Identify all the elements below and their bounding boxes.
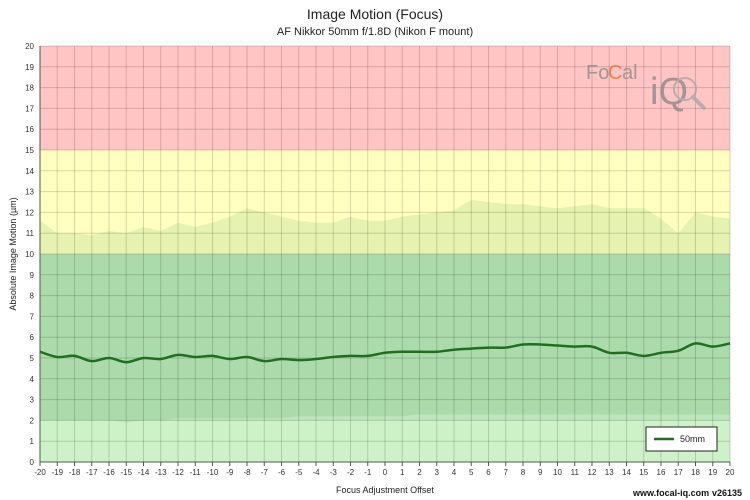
magnifier-icon — [673, 77, 697, 101]
x-tick-label: 16 — [657, 468, 666, 477]
x-tick-label: -20 — [34, 468, 46, 477]
x-tick-label: 8 — [521, 468, 526, 477]
x-tick-label: -5 — [295, 468, 303, 477]
x-tick-label: -8 — [243, 468, 251, 477]
y-tick-label: 19 — [25, 63, 34, 72]
series-line-50mm — [39, 342, 731, 364]
focal-iq-logo: Fo C al iQ — [586, 62, 706, 113]
x-tick-label: -12 — [172, 468, 184, 477]
y-tick-label: 15 — [25, 146, 34, 155]
x-tick-label: -4 — [312, 468, 320, 477]
x-tick-label: -19 — [51, 468, 63, 477]
y-tick-label: 10 — [25, 250, 34, 259]
quality-bands — [40, 46, 730, 462]
motion-range-area — [40, 199, 730, 423]
x-tick-label: -16 — [103, 468, 115, 477]
x-tick-label: 20 — [726, 468, 735, 477]
x-axis-ticks: -20 -19 -18 -17 -16 -15 -14 -13 -12 -11 -10 -9 -8 -7-… — [34, 462, 735, 477]
y-tick-label: 13 — [25, 188, 34, 197]
x-tick-label: -14 — [138, 468, 150, 477]
logo-text-al: al — [622, 62, 638, 84]
y-tick-label: 20 — [25, 42, 34, 51]
x-axis-label: Focus Adjustment Offset — [336, 485, 434, 495]
y-tick-label: 18 — [25, 84, 34, 93]
y-axis-label: Absolute Image Motion (µm) — [8, 197, 18, 310]
x-tick-label: 15 — [639, 468, 648, 477]
logo-text-fo: Fo — [586, 62, 609, 84]
y-tick-label: 3 — [30, 396, 35, 405]
x-tick-label: -6 — [278, 468, 286, 477]
y-tick-label: 2 — [30, 416, 35, 425]
legend-label-50mm: 50mm — [680, 434, 705, 444]
x-tick-label: 7 — [504, 468, 509, 477]
x-tick-label: 14 — [622, 468, 631, 477]
x-tick-label: 1 — [400, 468, 405, 477]
band-0 — [40, 420, 730, 462]
x-tick-label: 19 — [708, 468, 717, 477]
x-tick-label: 3 — [435, 468, 440, 477]
x-tick-label: -10 — [207, 468, 219, 477]
series-lines — [39, 342, 731, 364]
x-tick-label: 5 — [469, 468, 474, 477]
x-tick-label: 6 — [486, 468, 491, 477]
logo-text-c: C — [608, 62, 622, 84]
logo-text-iq: iQ — [650, 71, 688, 113]
x-tick-label: 4 — [452, 468, 457, 477]
y-tick-label: 14 — [25, 167, 34, 176]
y-tick-label: 12 — [25, 208, 34, 217]
chart-subtitle: AF Nikkor 50mm f/1.8D (Nikon F mount) — [277, 26, 473, 38]
band-1 — [40, 254, 730, 421]
footer-version: v26135 — [712, 488, 742, 498]
x-tick-label: 9 — [538, 468, 543, 477]
range-envelope — [40, 199, 730, 423]
y-tick-label: 0 — [30, 458, 35, 467]
x-tick-label: -7 — [261, 468, 269, 477]
x-tick-label: 18 — [691, 468, 700, 477]
y-tick-label: 7 — [30, 312, 35, 321]
grid-lines — [39, 45, 731, 463]
x-tick-label: 13 — [605, 468, 614, 477]
x-tick-label: -11 — [190, 468, 202, 477]
x-tick-label: 11 — [571, 468, 580, 477]
x-tick-label: 10 — [553, 468, 562, 477]
footer-site: www.focal-iq.com — [632, 488, 709, 498]
x-tick-label: 2 — [417, 468, 422, 477]
y-tick-label: 4 — [30, 375, 35, 384]
x-tick-label: 0 — [383, 468, 388, 477]
legend: 50mm — [645, 426, 718, 452]
y-tick-label: 1 — [30, 437, 35, 446]
chart-title: Image Motion (Focus) — [307, 6, 443, 22]
x-tick-label: -2 — [347, 468, 355, 477]
x-tick-label: -18 — [69, 468, 81, 477]
band-3 — [40, 46, 730, 150]
y-tick-label: 6 — [30, 333, 35, 342]
x-tick-label: -3 — [330, 468, 338, 477]
y-tick-label: 5 — [30, 354, 35, 363]
y-tick-label: 16 — [25, 125, 34, 134]
x-tick-label: -1 — [364, 468, 372, 477]
y-tick-label: 11 — [26, 229, 35, 238]
x-tick-label: 17 — [674, 468, 683, 477]
band-2 — [40, 150, 730, 254]
x-tick-label: -9 — [226, 468, 234, 477]
y-tick-label: 17 — [25, 104, 34, 113]
x-tick-label: -17 — [86, 468, 98, 477]
magnifier-handle-icon — [691, 95, 706, 110]
x-tick-label: -13 — [155, 468, 167, 477]
x-tick-label: 12 — [588, 468, 597, 477]
y-tick-label: 9 — [30, 271, 35, 280]
y-tick-label: 8 — [30, 292, 35, 301]
x-tick-label: -15 — [120, 468, 132, 477]
